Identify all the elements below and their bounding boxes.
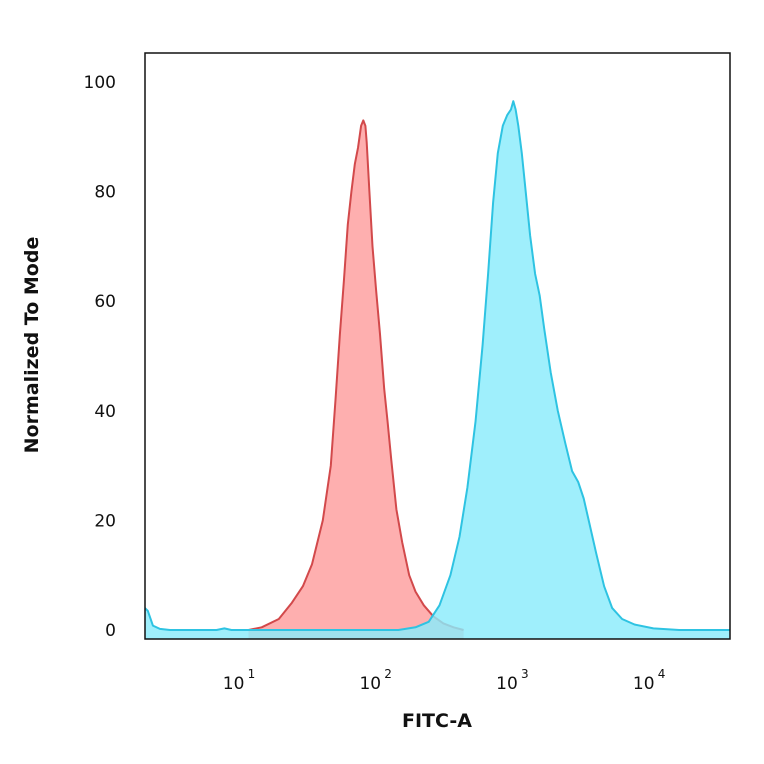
x-tick-exponent: 3 <box>521 667 529 681</box>
y-tick-label: 20 <box>94 511 116 531</box>
x-tick-base: 10 <box>359 674 381 694</box>
x-tick-label: 10 3 <box>496 667 528 694</box>
x-tick-label: 10 4 <box>633 667 665 694</box>
x-tick-exponent: 4 <box>658 667 666 681</box>
histogram-outline-2 <box>145 100 730 631</box>
y-tick-label: 100 <box>84 73 116 93</box>
histogram-area-2 <box>145 101 730 639</box>
x-tick-label: 10 2 <box>359 667 391 694</box>
x-tick-label: 10 1 <box>223 667 255 694</box>
y-tick-label: 60 <box>94 292 116 312</box>
x-axis-title: FITC-A <box>402 710 472 732</box>
x-tick-base: 10 <box>496 674 518 694</box>
series-group <box>145 100 730 639</box>
x-tick-exponent: 2 <box>384 667 392 681</box>
y-tick-label: 40 <box>94 402 116 422</box>
y-tick-label: 0 <box>105 621 116 641</box>
y-tick-label: 80 <box>94 183 116 203</box>
histogram-area-1 <box>248 120 464 639</box>
x-tick-base: 10 <box>223 674 245 694</box>
x-tick-exponent: 1 <box>248 667 256 681</box>
y-axis-title: Normalized To Mode <box>21 237 43 454</box>
histogram-outline-1 <box>248 119 464 631</box>
x-tick-base: 10 <box>633 674 655 694</box>
plot-frame <box>144 52 731 640</box>
